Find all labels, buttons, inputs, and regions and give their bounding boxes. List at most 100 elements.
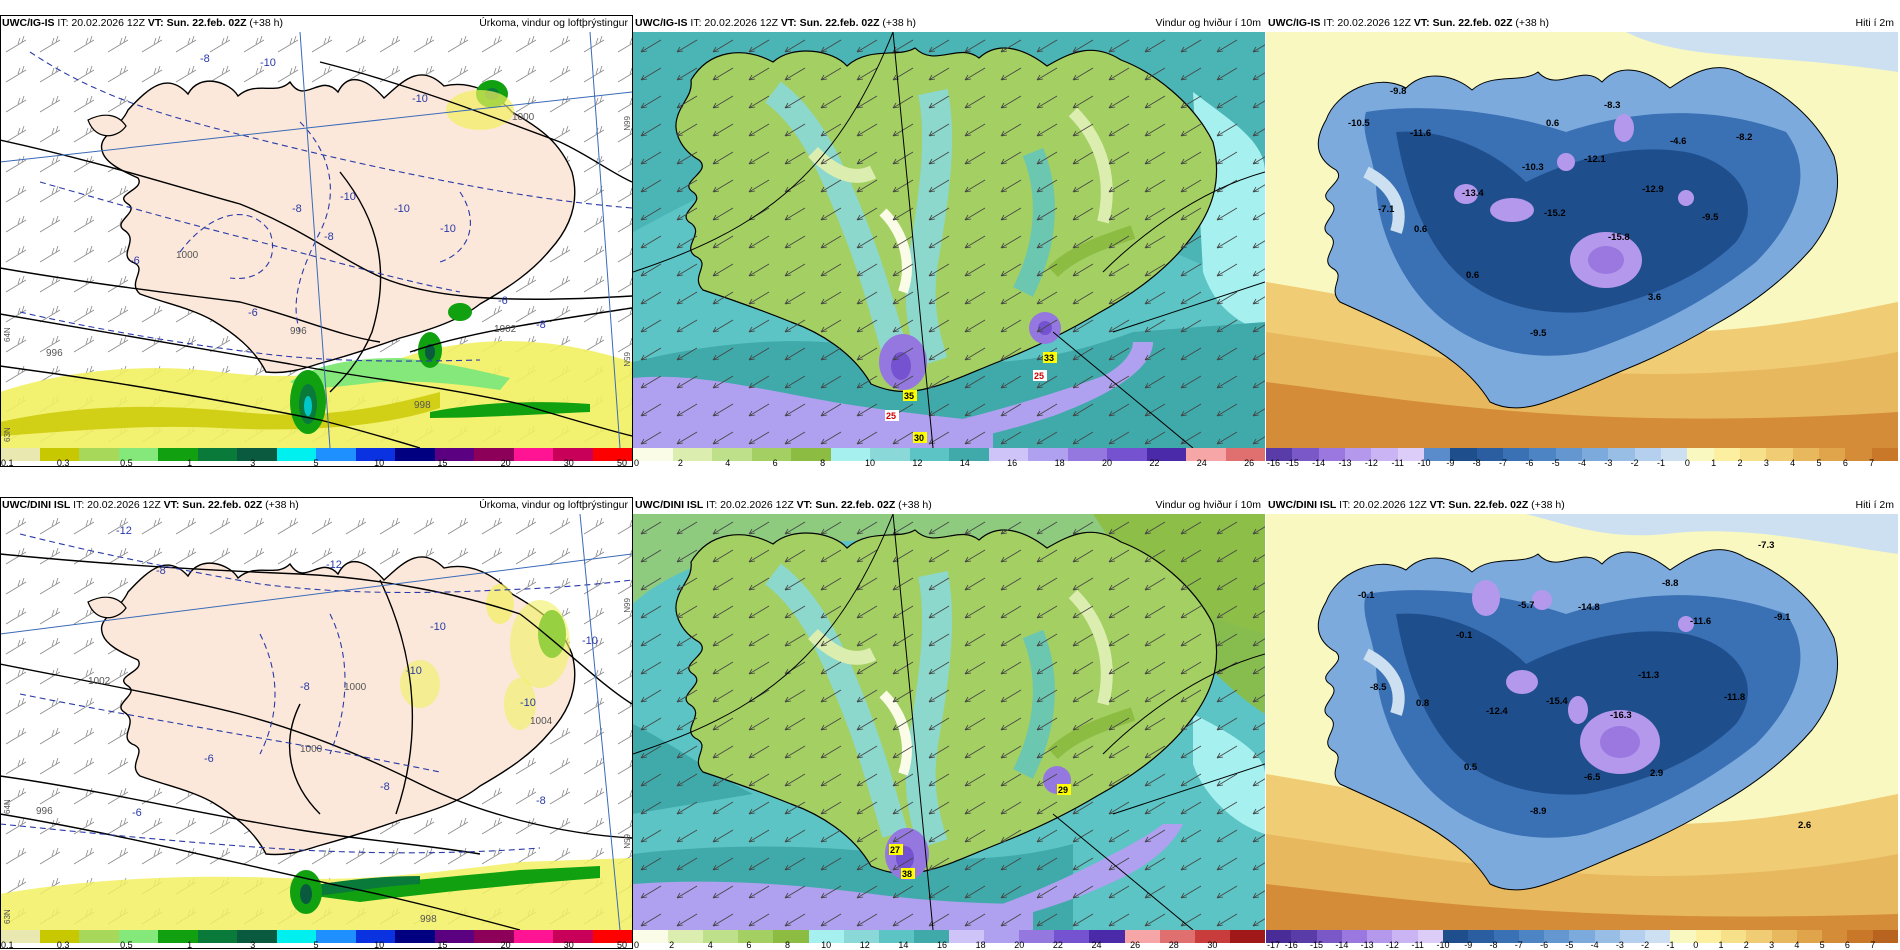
colorbar-swatch: [1796, 930, 1823, 943]
panel-header: UWC/DINI ISL IT: 20.02.2026 12Z VT: Sun.…: [0, 497, 632, 513]
colorbar-swatch: [1291, 930, 1318, 943]
colorbar-tick-label: 12: [912, 458, 923, 468]
colorbar-swatch: [1493, 930, 1520, 943]
colorbar-tick-label: 7: [1869, 458, 1875, 468]
colorbar-swatch: [513, 448, 554, 461]
temp-value: -8.5: [1370, 682, 1387, 693]
colorbar-tick-label: -12: [1364, 458, 1378, 468]
colorbar-swatch: [158, 448, 198, 461]
colorbar-tick-label: 50: [616, 458, 628, 468]
colorbar-swatch: [1529, 448, 1557, 461]
colorbar: 0.1 0.3 0.5 1 3 5 10 15 20 30 50: [0, 930, 632, 950]
colorbar-swatch: [1367, 930, 1393, 943]
colorbar-tick-label: 3: [1763, 458, 1769, 468]
colorbar-tick-label: 3: [250, 940, 256, 950]
colorbar-tick-label: 4: [1794, 940, 1800, 950]
colorbar-tick-label: 2: [669, 940, 675, 950]
colorbar-swatch: [668, 930, 704, 943]
colorbar-swatch: [513, 930, 554, 943]
panel-precip-dini: UWC/DINI ISL IT: 20.02.2026 12Z VT: Sun.…: [0, 497, 632, 949]
precip-map: 1002 1000 1000 996 998 1004 -12 -8 -10 -…: [0, 514, 632, 930]
colorbar-swatch: [1266, 930, 1292, 943]
panel-wind-dini: UWC/DINI ISL IT: 20.02.2026 12Z VT: Sun.…: [633, 497, 1265, 949]
lat-label: 63N: [3, 909, 12, 924]
valid-time: VT: Sun. 22.feb. 02Z: [147, 17, 247, 29]
colorbar-tick-label: 20: [500, 940, 511, 950]
colorbar-tick-label: -17: [1267, 940, 1281, 950]
panel-header: UWC/IG-IS IT: 20.02.2026 12Z VT: Sun. 22…: [633, 15, 1265, 31]
colorbar-tick-label: -7: [1498, 458, 1508, 468]
colorbar-tick-label: 22: [1149, 458, 1160, 468]
temp-label: -8: [536, 795, 546, 807]
colorbar-swatch: [1316, 930, 1343, 943]
colorbar-tick-label: -2: [1641, 940, 1650, 950]
gust-label: 30: [914, 433, 924, 443]
colorbar-swatch: [1266, 448, 1293, 461]
colorbar-swatch: [1766, 448, 1794, 461]
colorbar-swatch: [434, 930, 475, 943]
gust-label: 25: [1034, 371, 1044, 381]
colorbar-tick-label: 0: [634, 940, 640, 950]
colorbar-swatch: [1871, 448, 1898, 461]
isobar-label: 1000: [176, 250, 199, 261]
colorbar-swatch: [474, 930, 514, 943]
panel-header: UWC/DINI ISL IT: 20.02.2026 12Z VT: Sun.…: [633, 497, 1265, 513]
panel-title: Hiti í 2m: [1855, 17, 1894, 29]
colorbar-swatch: [0, 930, 40, 943]
gust-labels: 27 38 29: [889, 784, 1071, 879]
colorbar-swatch: [39, 448, 80, 461]
lat-label: 63N: [3, 427, 12, 442]
temp-value: 0.6: [1414, 224, 1427, 235]
colorbar-swatch: [1555, 448, 1583, 461]
isobars: [0, 61, 632, 448]
colorbar-tick-label: -16: [1267, 458, 1281, 468]
temp-label: -10: [260, 57, 276, 69]
colorbar-swatch: [1771, 930, 1798, 943]
isobar-label-group: 1002 1000 1000 996 998 1004: [36, 676, 553, 925]
colorbar-tick-label: 2: [1737, 458, 1743, 468]
colorbar-swatch: [0, 448, 40, 461]
temp-value: -12.4: [1486, 706, 1508, 717]
precip-areas: [0, 584, 632, 930]
colorbar-swatch: [791, 448, 831, 461]
map-area: -9.8 -10.5 -11.6 0.6 -8.3 -10.3 -12.1 -4…: [1266, 32, 1898, 448]
temp-label: -6: [204, 753, 214, 765]
temp-value: 2.9: [1650, 768, 1663, 779]
isobar-label: 1002: [494, 324, 517, 335]
colorbar-swatch: [592, 448, 632, 461]
colorbar-tick-label: 12: [859, 940, 870, 950]
valid-time: VT: Sun. 22.feb. 02Z: [780, 17, 880, 29]
colorbar-swatch: [1569, 930, 1596, 943]
colorbar-swatch: [1847, 930, 1874, 943]
colorbar-swatch: [808, 930, 845, 943]
colorbar-swatch: [1054, 930, 1090, 943]
colorbar-tick-label: 0.5: [120, 458, 133, 468]
colorbar-tick-label: 30: [563, 458, 574, 468]
temp-value: 0.5: [1464, 762, 1478, 773]
colorbar-swatch: [592, 930, 632, 943]
lat-label: 65N: [622, 352, 631, 367]
colorbar-tick-label: 20: [1014, 940, 1025, 950]
valid-time: VT: Sun. 22.feb. 02Z: [796, 499, 896, 511]
model-name: UWC/DINI ISL: [2, 499, 71, 511]
map-area: -7.3 -0.1 -8.8 -5.7 -14.8 -0.1 -11.6 -9.…: [1266, 514, 1898, 930]
colorbar-swatch: [1318, 448, 1346, 461]
colorbar-tick-label: 2: [677, 458, 683, 468]
colorbar-tick-label: 22: [1052, 940, 1063, 950]
colorbar-tick-label: 6: [1844, 940, 1850, 950]
colorbar-swatch: [1067, 448, 1108, 461]
colorbar-swatch: [1417, 930, 1444, 943]
colorbar-swatch: [1124, 930, 1161, 943]
colorbar-tick-label: 28: [1168, 940, 1179, 950]
colorbar-swatch: [1468, 930, 1494, 943]
colorbar-tick-label: -8: [1489, 940, 1498, 950]
colorbar-tick-label: -12: [1385, 940, 1399, 950]
isobar-label: 996: [36, 806, 53, 817]
colorbar-swatch: [773, 930, 810, 943]
colorbar-swatch: [1670, 930, 1697, 943]
colorbar-tick-label: 15: [437, 940, 448, 950]
panel-title: Vindur og hviður í 10m: [1155, 499, 1261, 511]
lat-label: 64N: [3, 799, 12, 814]
colorbar-tick-label: -1: [1656, 458, 1666, 468]
temp-value: 2.6: [1798, 820, 1811, 831]
